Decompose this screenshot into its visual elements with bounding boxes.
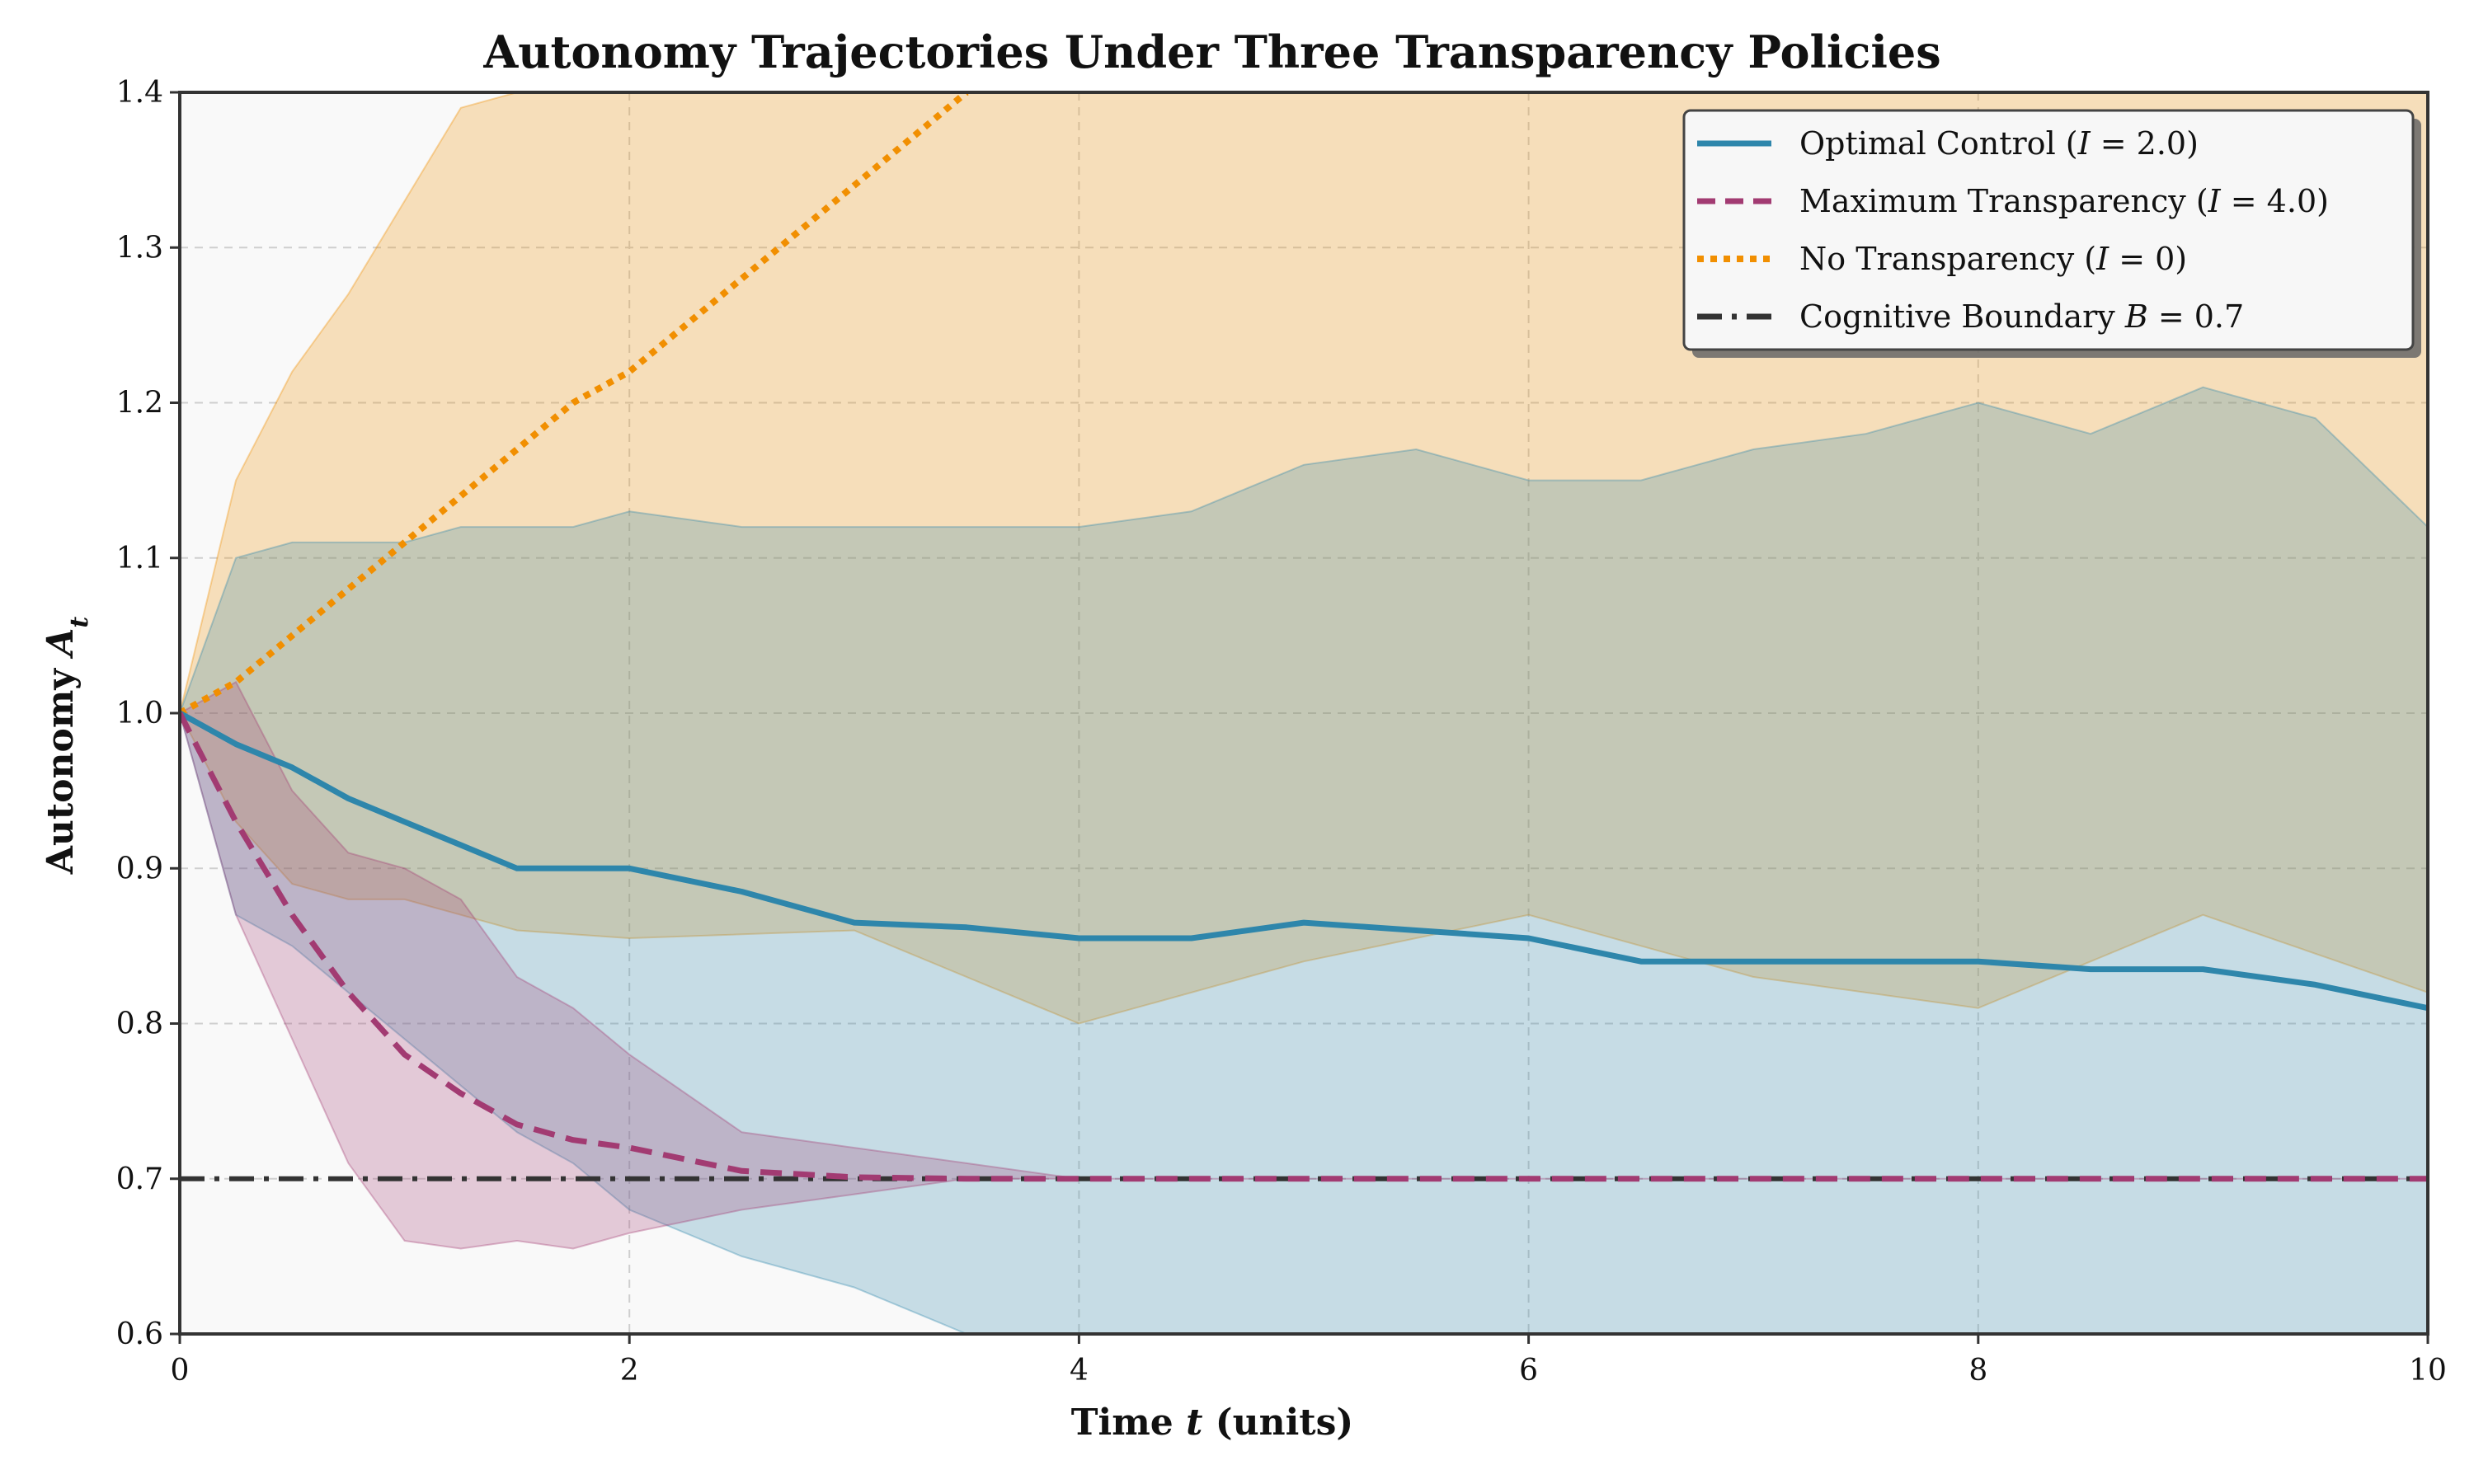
x-axis-label: Time t (units) [1071, 1402, 1353, 1444]
legend-label-maximum-transparency: Maximum Transparency (I = 4.0) [1799, 183, 2329, 219]
y-tick-label: 1.4 [116, 76, 163, 110]
y-tick-label: 0.8 [116, 1007, 163, 1041]
y-axis-label: Autonomy At [40, 617, 94, 876]
x-axis-ticks: 0 2 4 6 8 10 [171, 1334, 2447, 1388]
legend: Optimal Control (I = 2.0) Maximum Transpa… [1682, 109, 2421, 358]
band-maximum-transparency [180, 680, 2428, 1250]
legend-box [1682, 109, 2415, 351]
y-axis-ticks: 0.6 0.7 0.8 0.9 1.0 1.1 1.2 1.3 1.4 [116, 76, 180, 1351]
chart-title: Autonomy Trajectories Under Three Transp… [482, 26, 1940, 78]
band-optimal-control [180, 386, 2428, 1334]
y-tick-label: 1.2 [116, 387, 163, 420]
series-line-optimal-control [180, 710, 2428, 1012]
x-tick-label: 10 [2409, 1354, 2447, 1388]
x-tick-label: 0 [171, 1354, 190, 1388]
legend-label-optimal-control: Optimal Control (I = 2.0) [1799, 125, 2199, 162]
legend-label-no-transparency: No Transparency (I = 0) [1799, 241, 2187, 277]
y-tick-label: 1.1 [116, 542, 163, 575]
x-tick-label: 4 [1070, 1354, 1089, 1388]
x-tick-label: 2 [620, 1354, 639, 1388]
y-tick-label: 0.9 [116, 852, 163, 885]
series-line-maximum-transparency [180, 711, 2428, 1182]
y-tick-label: 1.0 [116, 697, 163, 730]
x-tick-label: 6 [1519, 1354, 1538, 1388]
x-tick-label: 8 [1968, 1354, 1987, 1388]
y-tick-label: 0.7 [116, 1162, 163, 1196]
y-tick-label: 1.3 [116, 231, 163, 265]
y-tick-label: 0.6 [116, 1317, 163, 1351]
legend-label-cognitive-boundary: Cognitive Boundary B = 0.7 [1799, 298, 2244, 335]
series-lines [180, 92, 2428, 1182]
series-line-no-transparency [180, 92, 969, 716]
